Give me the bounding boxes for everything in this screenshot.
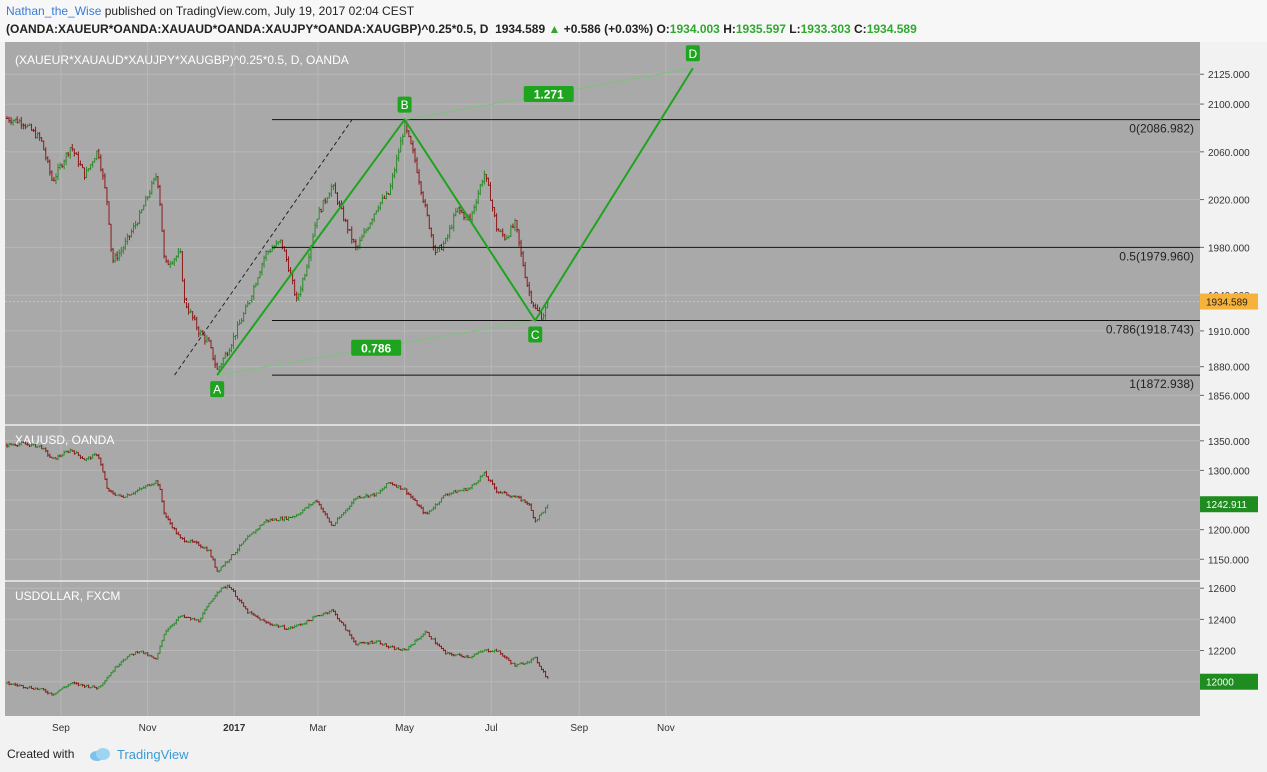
price-tick-label: 1150.000	[1208, 555, 1249, 566]
time-tick-label: Nov	[139, 723, 157, 734]
pane-1: 2125.000 2100.000 2060.000 2020.000 1980.000…	[5, 45, 1258, 402]
price-axis-background	[1200, 42, 1262, 716]
price-tick-label: 1200.000	[1208, 526, 1250, 537]
price-tick-label: 2020.000	[1208, 196, 1250, 207]
last-price-tag	[1200, 673, 1258, 690]
price-tick-label: 1980.000	[1208, 243, 1250, 254]
time-tick-label: Jul	[485, 723, 498, 734]
pattern-point-label: D	[689, 47, 698, 61]
published-text: published on TradingView.com, July 19, 2…	[104, 4, 415, 18]
time-tick-label: Nov	[657, 723, 675, 734]
ratio-badge	[351, 339, 402, 356]
pattern-point-label: A	[213, 383, 221, 397]
fib-level-label: 0.786(1918.743)	[1106, 322, 1194, 336]
ohlc-bars	[6, 116, 549, 372]
price-tick-label: 2125.000	[1208, 70, 1250, 81]
price-tick-label: 1856.000	[1208, 391, 1250, 402]
pattern-point-badge	[528, 326, 543, 343]
close-value: 1934.589	[866, 22, 917, 36]
publish-line: Nathan_the_Wise published on TradingView…	[6, 4, 414, 18]
abcd-legs	[216, 67, 694, 376]
price-tick-label: 2060.000	[1208, 148, 1250, 159]
chart-canvas[interactable]: 2125.000 2100.000 2060.000 2020.000 1980.000…	[0, 42, 1267, 738]
close-label: C:	[854, 22, 867, 36]
fib-level-label: 0(2086.982)	[1129, 122, 1194, 136]
last-price: 1934.589	[495, 22, 546, 36]
author-link[interactable]: Nathan_the_Wise	[6, 4, 102, 18]
price-tick-label: 1910.000	[1208, 327, 1250, 338]
time-tick-label: May	[395, 723, 414, 734]
high-label: H:	[723, 22, 736, 36]
open-label: O:	[656, 22, 670, 36]
chart-header: Nathan_the_Wise published on TradingView…	[0, 0, 1267, 42]
pattern-point-badge	[685, 45, 700, 62]
tradingview-cloud-icon	[90, 748, 110, 761]
price-tick-label: 1300.000	[1208, 466, 1250, 477]
open-value: 1934.003	[669, 22, 720, 36]
time-tick-label: Mar	[309, 723, 327, 734]
tradingview-link[interactable]: TradingView	[117, 747, 189, 762]
price-tick-label: 12200	[1208, 647, 1236, 658]
price-tick-label: 2100.000	[1208, 100, 1250, 111]
low-label: L:	[789, 22, 801, 36]
pane-title: USDOLLAR, FXCM	[15, 589, 120, 603]
time-tick-label: Sep	[570, 723, 588, 734]
symbol-line: (OANDA:XAUEUR*OANDA:XAUAUD*OANDA:XAUJPY*…	[6, 22, 917, 36]
pattern-point-label: B	[401, 98, 409, 112]
pane-title: (XAUEUR*XAUAUD*XAUJPY*XAUGBP)^0.25*0.5, …	[15, 53, 349, 67]
last-price-tag-label: 12000	[1206, 678, 1234, 689]
high-value: 1935.597	[735, 22, 786, 36]
ohlc-bars	[6, 584, 549, 696]
price-tick-label: 1350.000	[1208, 437, 1250, 448]
last-price-tag	[1200, 293, 1258, 310]
last-price-tag	[1200, 496, 1258, 513]
symbol-name: (OANDA:XAUEUR*OANDA:XAUAUD*OANDA:XAUJPY*…	[6, 22, 489, 36]
pattern-point-badge	[210, 381, 225, 398]
time-axis-background	[5, 716, 1262, 738]
time-tick-label: Sep	[52, 723, 70, 734]
abcd-pattern: 0(2086.982) 0.5(1979.960) 0.786(1918.743) 1…	[174, 45, 1200, 398]
pane-2: 1350.0001300.0001250.0001200.0001150.000…	[5, 433, 1258, 573]
dashed-trendline	[174, 119, 353, 376]
pattern-point-badge	[397, 96, 412, 113]
footer: Created with TradingView	[0, 738, 1267, 772]
price-tick-label: 1880.000	[1208, 363, 1250, 374]
pattern-point-label: C	[531, 328, 540, 342]
last-price-tag-label: 1934.589	[1206, 298, 1248, 309]
low-value: 1933.303	[800, 22, 851, 36]
ohlc-bars	[6, 441, 549, 573]
price-tick-label: 12400	[1208, 615, 1236, 626]
up-arrow-icon: ▲	[548, 22, 561, 36]
created-with-text: Created with	[7, 747, 75, 761]
fib-level-label: 1(1872.938)	[1129, 377, 1194, 391]
fib-level-label: 0.5(1979.960)	[1119, 249, 1194, 263]
price-tick-label: 12600	[1208, 584, 1236, 595]
ratio-badge	[523, 85, 574, 102]
pane-title: XAUUSD, OANDA	[15, 433, 114, 447]
price-change: +0.586 (+0.03%)	[563, 22, 654, 36]
ratio-badge-label: 1.271	[534, 87, 564, 101]
ratio-badge-label: 0.786	[361, 341, 391, 355]
time-tick-label: 2017	[223, 723, 246, 734]
last-price-tag-label: 1242.911	[1206, 500, 1247, 511]
plot-background	[5, 42, 1200, 716]
